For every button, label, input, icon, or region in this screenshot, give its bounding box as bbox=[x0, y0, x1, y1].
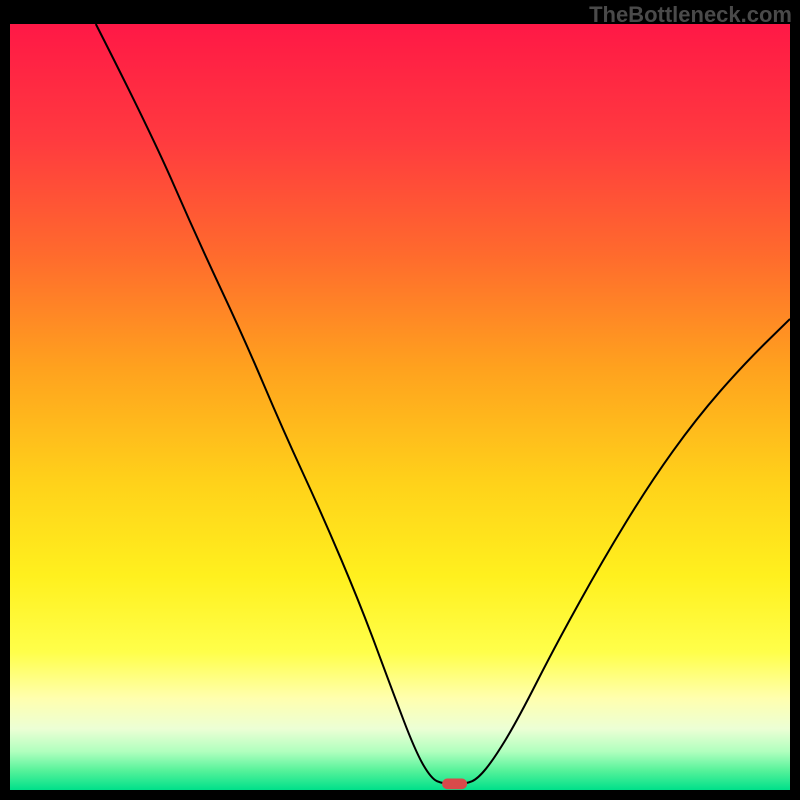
plot-background bbox=[10, 24, 790, 790]
bottleneck-chart bbox=[0, 0, 800, 800]
watermark-text: TheBottleneck.com bbox=[589, 2, 792, 28]
min-marker bbox=[442, 779, 467, 790]
chart-frame: TheBottleneck.com bbox=[0, 0, 800, 800]
